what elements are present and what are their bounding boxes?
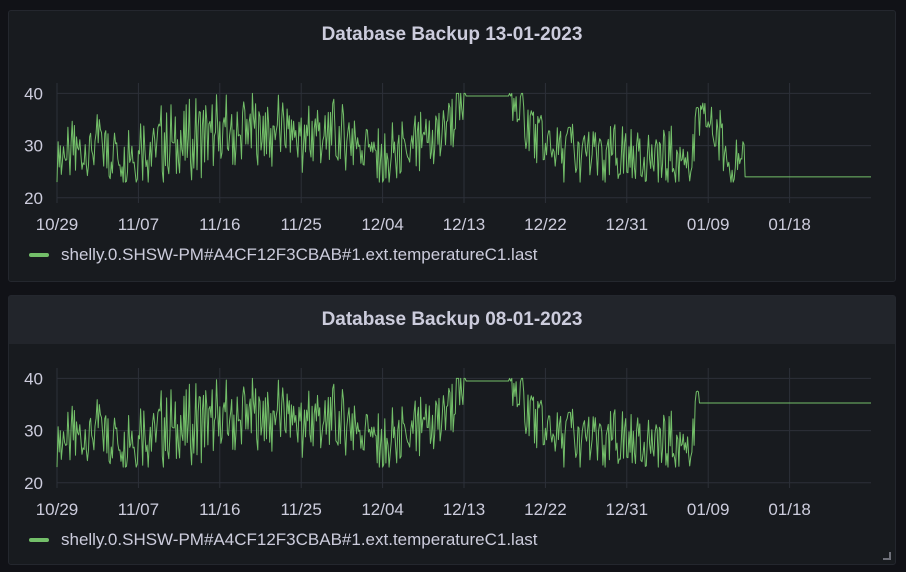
- y-tick-label: 30: [24, 137, 43, 156]
- panel-title[interactable]: Database Backup 13-01-2023: [321, 24, 583, 45]
- panel-database-backup-08: Database Backup 08-01-2023 20 30 40 10/29 11…: [8, 295, 896, 565]
- legend-label: shelly.0.SHSW-PM#A4CF12F3CBAB#1.ext.temp…: [61, 245, 538, 264]
- legend-swatch: [29, 538, 49, 542]
- y-tick-label: 40: [24, 84, 43, 103]
- x-tick-label: 11/16: [199, 500, 240, 519]
- x-tick-label: 12/04: [361, 215, 404, 234]
- y-tick-label: 20: [24, 189, 43, 208]
- x-tick-label: 01/18: [768, 500, 811, 519]
- x-tick-label: 01/09: [687, 500, 730, 519]
- legend-swatch: [29, 253, 49, 257]
- chart-plot: 20 30 40 10/29 11/07 11/16 11/25 12/04 12/13 12/2…: [24, 83, 871, 234]
- resize-handle-icon[interactable]: [883, 552, 891, 560]
- x-tick-label: 01/18: [768, 215, 811, 234]
- x-tick-label: 12/22: [524, 500, 567, 519]
- x-tick-label: 11/07: [118, 500, 159, 519]
- x-tick-label: 12/13: [443, 215, 486, 234]
- x-tick-label: 01/09: [687, 215, 730, 234]
- x-tick-label: 11/25: [281, 500, 322, 519]
- y-tick-label: 40: [24, 369, 43, 388]
- panel-title[interactable]: Database Backup 08-01-2023: [9, 296, 895, 344]
- x-tick-label: 10/29: [36, 500, 79, 519]
- x-tick-label: 12/31: [606, 215, 649, 234]
- series-line: [56, 377, 871, 468]
- x-tick-label: 12/31: [606, 500, 649, 519]
- legend[interactable]: shelly.0.SHSW-PM#A4CF12F3CBAB#1.ext.temp…: [29, 530, 538, 550]
- x-tick-label: 12/22: [524, 215, 567, 234]
- x-tick-label: 12/13: [443, 500, 486, 519]
- x-tick-label: 11/07: [118, 215, 159, 234]
- x-tick-label: 12/04: [361, 500, 404, 519]
- y-tick-label: 30: [24, 422, 43, 441]
- y-tick-label: 20: [24, 474, 43, 493]
- x-tick-label: 11/16: [199, 215, 240, 234]
- legend-label: shelly.0.SHSW-PM#A4CF12F3CBAB#1.ext.temp…: [61, 530, 538, 549]
- chart-plot: 20 30 40 10/29 11/07 11/16 11/25 12/04 12/13 12/2…: [24, 368, 871, 519]
- x-tick-label: 11/25: [281, 215, 322, 234]
- legend[interactable]: shelly.0.SHSW-PM#A4CF12F3CBAB#1.ext.temp…: [29, 245, 538, 265]
- series-line: [56, 92, 871, 183]
- panel-database-backup-13: Database Backup 13-01-2023 20 30 40 10/29 11…: [8, 10, 896, 282]
- x-tick-label: 10/29: [36, 215, 79, 234]
